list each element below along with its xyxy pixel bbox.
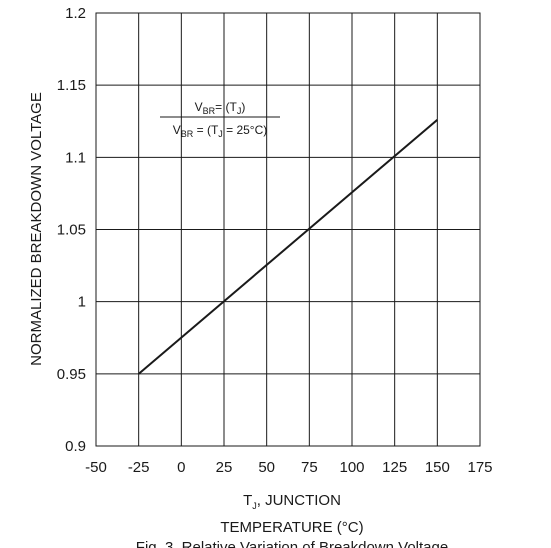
y-tick-label: 1.05 bbox=[57, 222, 86, 239]
annotation-numerator: VBR= (TJ) bbox=[195, 100, 246, 116]
annotation-fraction: VBR= (TJ) VBR = (TJ = 25°C) bbox=[160, 100, 280, 139]
plot-frame bbox=[95, 12, 481, 447]
x-axis-label-line2: TEMPERATURE (°C) bbox=[220, 519, 363, 536]
x-tick-label: -25 bbox=[128, 459, 150, 476]
y-tick-label: 0.95 bbox=[57, 366, 86, 383]
x-tick-label: 175 bbox=[467, 459, 492, 476]
x-tick-label: 150 bbox=[425, 459, 450, 476]
grid-lines bbox=[95, 12, 481, 447]
x-tick-label: 0 bbox=[177, 459, 185, 476]
series-line bbox=[138, 119, 438, 375]
y-tick-label: 1 bbox=[78, 294, 86, 311]
x-tick-labels: -50 -25 0 25 50 75 100 125 150 175 bbox=[85, 459, 492, 476]
y-tick-labels: 0.9 0.95 1 1.05 1.1 1.15 1.2 bbox=[57, 5, 86, 455]
y-tick-label: 0.9 bbox=[65, 438, 86, 455]
figure-caption: Fig. 3. Relative Variation of Breakdown … bbox=[136, 539, 448, 548]
y-tick-label: 1.15 bbox=[57, 77, 86, 94]
y-tick-label: 1.2 bbox=[65, 5, 86, 22]
annotation-denominator: VBR = (TJ = 25°C) bbox=[173, 123, 268, 139]
y-tick-label: 1.1 bbox=[65, 149, 86, 166]
x-tick-label: -50 bbox=[85, 459, 107, 476]
x-tick-label: 50 bbox=[258, 459, 275, 476]
x-tick-label: 100 bbox=[339, 459, 364, 476]
y-axis-label: NORMALIZED BREAKDOWN VOLTAGE bbox=[28, 92, 45, 366]
x-tick-label: 75 bbox=[301, 459, 318, 476]
x-tick-label: 125 bbox=[382, 459, 407, 476]
x-axis-label-line1: TJ, JUNCTION bbox=[243, 492, 341, 511]
x-tick-label: 25 bbox=[216, 459, 233, 476]
series-layer bbox=[138, 119, 438, 375]
